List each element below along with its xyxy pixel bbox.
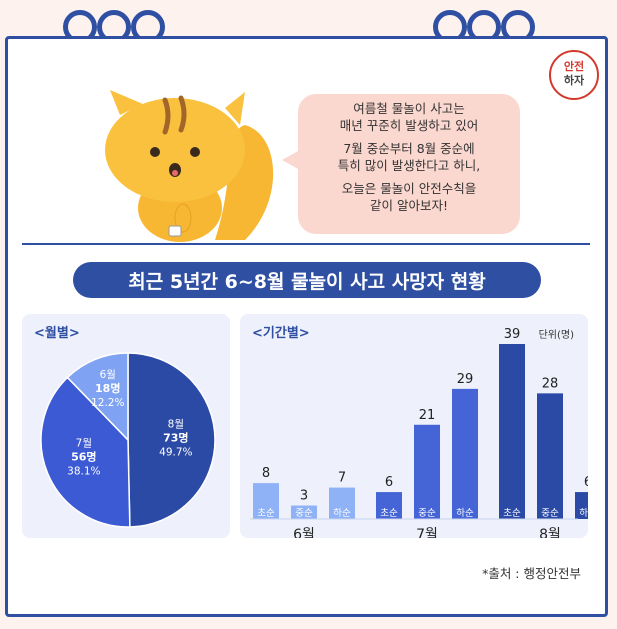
bubble-line: 특히 많이 발생한다고 하니, <box>337 158 481 173</box>
pie-slice-value: 18명 <box>95 381 120 395</box>
unit-label: 단위(명) <box>538 330 574 341</box>
bar <box>499 344 525 519</box>
source-note: *출처 : 행정안전부 <box>482 566 581 581</box>
month-axis-label: 6월 <box>293 527 315 538</box>
bar-value-label: 6 <box>385 475 393 490</box>
bar-chart: 8 초순 3 중순 7 하순 6월 6 초순 21 중순 29 하순 7월 39 초순 28 중순 6 하순 8월 <box>250 327 588 538</box>
bar <box>253 483 279 519</box>
pie-slice-label: 8월 <box>168 418 184 430</box>
pie-slice-label: 7월 <box>76 437 92 449</box>
pie-slice-percent: 12.2% <box>91 397 124 409</box>
period-panel: <기간별> 단위(명) 8 초순 3 중순 7 하순 6월 6 초순 21 중순 29 하순 7월 39 초순… <box>240 314 588 538</box>
bar-value-label: 3 <box>300 489 308 504</box>
bar <box>414 424 440 519</box>
bar-period-label: 초순 <box>503 508 521 519</box>
bar-period-label: 중순 <box>541 508 559 519</box>
bar-value-label: 21 <box>419 408 436 423</box>
bubble-line: 오늘은 물놀이 안전수칙을 <box>341 181 477 196</box>
pie-slice-value: 73명 <box>163 430 188 444</box>
bubble-line: 여름철 물놀이 사고는 <box>353 101 465 116</box>
pie-slice <box>127 352 216 528</box>
bar <box>575 492 588 519</box>
pie-slice-value: 56명 <box>71 449 96 463</box>
bubble-paragraph: 7월 중순부터 8월 중순에 특히 많이 발생한다고 하니, <box>298 140 520 174</box>
speech-bubble: 여름철 물놀이 사고는 매년 꾸준히 발생하고 있어 7월 중순부터 8월 중순… <box>298 94 520 234</box>
bar-value-label: 6 <box>584 475 588 490</box>
bar-value-label: 29 <box>457 372 474 387</box>
monthly-panel: <월별> 8월 73명 49.7% 7월 56명 38.1% 6월 18명 12.2% <box>22 314 230 538</box>
logo-text: 안전 <box>563 60 585 73</box>
bar-period-label: 하순 <box>333 507 351 519</box>
pie-slice-percent: 38.1% <box>67 465 100 477</box>
pie-slice <box>40 376 131 528</box>
bar-period-label: 하순 <box>456 507 474 519</box>
bar <box>291 505 317 519</box>
bubble-line: 매년 꾸준히 발생하고 있어 <box>339 118 479 133</box>
banner-title: 최근 5년간 6~8월 물놀이 사고 사망자 현황 <box>73 262 541 298</box>
bubble-paragraph: 오늘은 물놀이 안전수칙을 같이 알아보자! <box>298 180 520 214</box>
bar-period-label: 하순 <box>579 507 588 519</box>
month-axis-label: 7월 <box>416 527 438 538</box>
bar-period-label: 초순 <box>257 508 275 519</box>
bar-period-label: 중순 <box>295 508 313 519</box>
bar-value-label: 8 <box>262 466 270 481</box>
speech-bubble-tail <box>282 150 300 170</box>
bar-value-label: 7 <box>338 471 346 486</box>
bar <box>537 393 563 519</box>
bar <box>452 388 478 519</box>
pie-slice-label: 6월 <box>100 369 116 381</box>
bar-value-label: 39 <box>504 327 521 342</box>
bar-period-label: 중순 <box>418 508 436 519</box>
logo-text: 하자 <box>563 74 585 87</box>
pie-slice-percent: 49.7% <box>159 446 192 458</box>
bubble-line: 같이 알아보자! <box>370 198 448 213</box>
bar <box>376 492 402 519</box>
month-axis-label: 8월 <box>539 527 561 538</box>
bar-value-label: 28 <box>542 376 559 391</box>
squirrel-mascot-illustration <box>105 90 274 242</box>
bubble-line: 7월 중순부터 8월 중순에 <box>343 141 475 156</box>
pie-slice <box>66 352 129 442</box>
monthly-panel-title: <월별> <box>34 326 80 341</box>
period-panel-title: <기간별> <box>252 326 310 341</box>
section-divider <box>22 243 590 245</box>
safety-logo: 안전 하자 <box>549 50 599 100</box>
bubble-paragraph: 여름철 물놀이 사고는 매년 꾸준히 발생하고 있어 <box>298 100 520 134</box>
bar <box>329 487 355 519</box>
bar-period-label: 초순 <box>380 508 398 519</box>
